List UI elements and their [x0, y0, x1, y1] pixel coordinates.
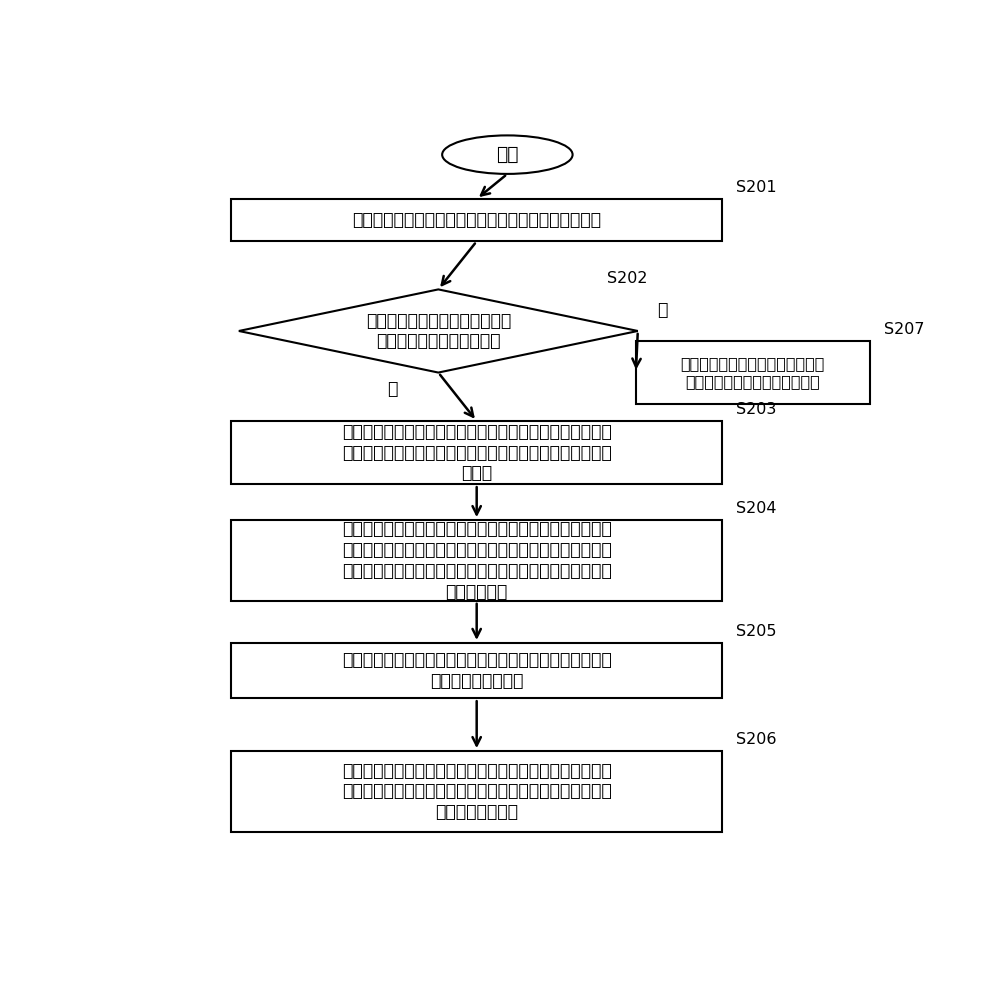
Text: 是: 是 — [387, 380, 397, 398]
Text: 判断所述手势图形与预存图形库
中的标准手势图形是否匹配: 判断所述手势图形与预存图形库 中的标准手势图形是否匹配 — [365, 312, 511, 350]
Text: 生成对应的提示信息，以提示所述
用户是否重新输入所述手势图形: 生成对应的提示信息，以提示所述 用户是否重新输入所述手势图形 — [681, 356, 825, 389]
Ellipse shape — [443, 135, 572, 174]
Bar — [232, 421, 723, 484]
Text: 从预存的至少一个与标准手势图形对应的控制指令中，确定
出与所述手势图形对应的目标控制指令，并执行所述目标操
作指令: 从预存的至少一个与标准手势图形对应的控制指令中，确定 出与所述手势图形对应的目标… — [342, 423, 612, 482]
Text: S202: S202 — [607, 271, 647, 286]
Text: 开始: 开始 — [496, 145, 519, 164]
Text: S207: S207 — [884, 322, 925, 337]
Text: 通过摄像头拍摄关于所述用户的影像信息，并将所述影像信
息发送给预存联系人: 通过摄像头拍摄关于所述用户的影像信息，并将所述影像信 息发送给预存联系人 — [342, 651, 612, 690]
Text: 获取用户在终端的屏幕上方进行操作所产生的手势图形: 获取用户在终端的屏幕上方进行操作所产生的手势图形 — [352, 211, 601, 229]
Bar — [232, 520, 723, 601]
Text: S201: S201 — [736, 180, 776, 195]
Bar — [232, 751, 723, 832]
Text: 在所述终端进入所述防盗锁定模式的情况下，若接收到预设
机主的解锁验证指令，则在验证成功后，触发所述终端退出
所述防盗锁定模式: 在所述终端进入所述防盗锁定模式的情况下，若接收到预设 机主的解锁验证指令，则在验… — [342, 762, 612, 821]
Text: 若在预设时段内获取到所述用户在所述终端的屏幕上方进行
操作所产生的多个手势图形，且所述多个手势图形与所述预
存图形库中的标准手势图形均不匹配，则触发所述终端进入: 若在预设时段内获取到所述用户在所述终端的屏幕上方进行 操作所产生的多个手势图形，… — [342, 520, 612, 601]
Bar — [636, 341, 870, 404]
Text: S203: S203 — [736, 402, 776, 417]
Bar — [232, 643, 723, 698]
Text: 否: 否 — [657, 301, 667, 319]
Polygon shape — [239, 289, 638, 373]
Text: S206: S206 — [736, 732, 776, 747]
Text: S204: S204 — [736, 501, 776, 516]
Bar — [232, 199, 723, 241]
Text: S205: S205 — [736, 624, 776, 639]
